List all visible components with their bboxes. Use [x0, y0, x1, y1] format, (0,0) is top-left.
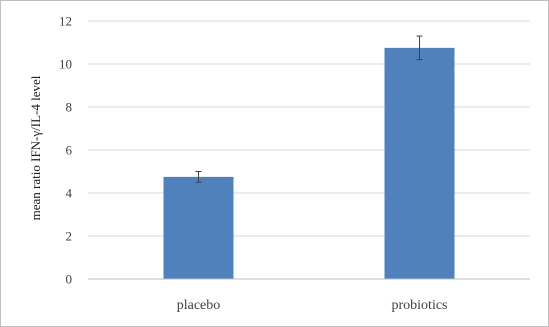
y-axis-label: mean ratio IFN-γ/IL-4 level [28, 75, 43, 220]
y-tick-label: 10 [59, 57, 72, 72]
error-bar-placebo [195, 171, 202, 183]
y-axis-ticks: 0 2 4 6 8 10 12 [59, 14, 73, 287]
x-axis-categories: placebo probiotics [177, 298, 448, 313]
y-tick-label: 2 [66, 229, 73, 244]
error-bars [195, 35, 423, 183]
y-tick-label: 6 [66, 143, 73, 158]
y-tick-label: 12 [59, 14, 72, 29]
y-tick-label: 0 [66, 272, 73, 287]
bars [163, 47, 455, 279]
bar-probiotics [384, 47, 455, 279]
y-tick-label: 4 [66, 186, 73, 201]
x-category-label: placebo [177, 298, 221, 313]
gridlines [88, 20, 530, 237]
y-tick-label: 8 [66, 100, 73, 115]
x-category-label: probiotics [392, 298, 448, 313]
error-bar-probiotics [416, 35, 423, 61]
bar-placebo [163, 176, 234, 279]
